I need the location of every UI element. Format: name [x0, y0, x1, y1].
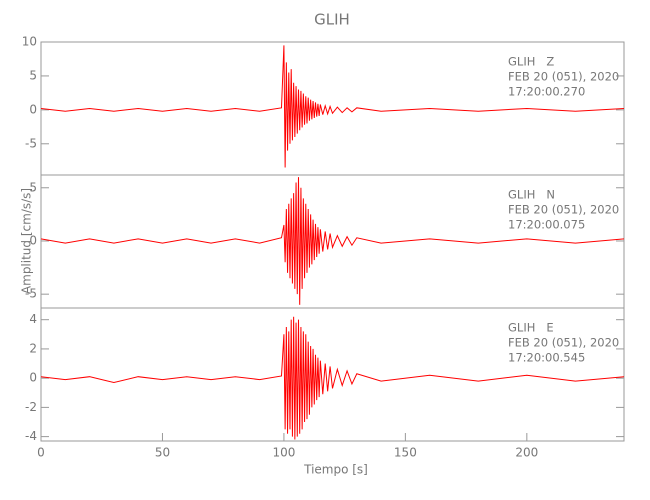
y-tick-label: -4	[25, 429, 37, 443]
y-tick-label: 0	[29, 371, 37, 385]
waveform	[40, 177, 625, 305]
x-tick-label: 150	[394, 446, 417, 460]
y-tick-label: 2	[29, 341, 37, 355]
y-tick-label: 4	[29, 312, 37, 326]
annotation: 17:20:00.545	[508, 351, 585, 365]
x-tick-label: 100	[272, 446, 295, 460]
annotation: 17:20:00.075	[508, 218, 585, 232]
annotation: GLIH Z	[508, 55, 554, 69]
y-tick-label: 10	[22, 35, 37, 49]
annotation: GLIH E	[508, 321, 554, 335]
annotation: GLIH N	[508, 188, 555, 202]
x-tick-label: 0	[37, 446, 45, 460]
y-tick-label: 5	[29, 180, 37, 194]
chart-title: GLIH	[314, 11, 350, 29]
annotation: FEB 20 (051), 2020	[508, 70, 619, 84]
y-tick-label: 0	[29, 102, 37, 116]
x-tick-label: 50	[155, 446, 170, 460]
x-axis-label: Tiempo [s]	[303, 463, 368, 477]
waveform	[40, 316, 625, 440]
y-axis-label: Amplitud [cm/s/s]	[20, 188, 34, 294]
y-tick-label: -5	[25, 136, 37, 150]
annotation: FEB 20 (051), 2020	[508, 203, 619, 217]
x-tick-label: 200	[515, 446, 538, 460]
panel-frame	[40, 307, 625, 442]
y-tick-label: -2	[25, 400, 37, 414]
waveform	[40, 45, 625, 168]
y-tick-label: -5	[25, 287, 37, 301]
y-tick-label: 5	[29, 68, 37, 82]
y-tick-label: 0	[29, 233, 37, 247]
annotation: FEB 20 (051), 2020	[508, 336, 619, 350]
annotation: 17:20:00.270	[508, 85, 585, 99]
